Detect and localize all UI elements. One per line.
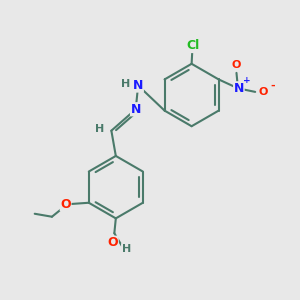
Text: O: O — [60, 198, 71, 211]
Text: H: H — [121, 79, 130, 89]
Text: +: + — [243, 76, 251, 85]
Text: -: - — [270, 81, 275, 91]
Text: N: N — [130, 103, 141, 116]
Text: O: O — [232, 59, 241, 70]
Text: O: O — [259, 87, 268, 97]
Text: N: N — [133, 79, 143, 92]
Text: H: H — [122, 244, 131, 254]
Text: O: O — [107, 236, 118, 249]
Text: H: H — [95, 124, 105, 134]
Text: Cl: Cl — [186, 40, 199, 52]
Text: N: N — [234, 82, 244, 95]
